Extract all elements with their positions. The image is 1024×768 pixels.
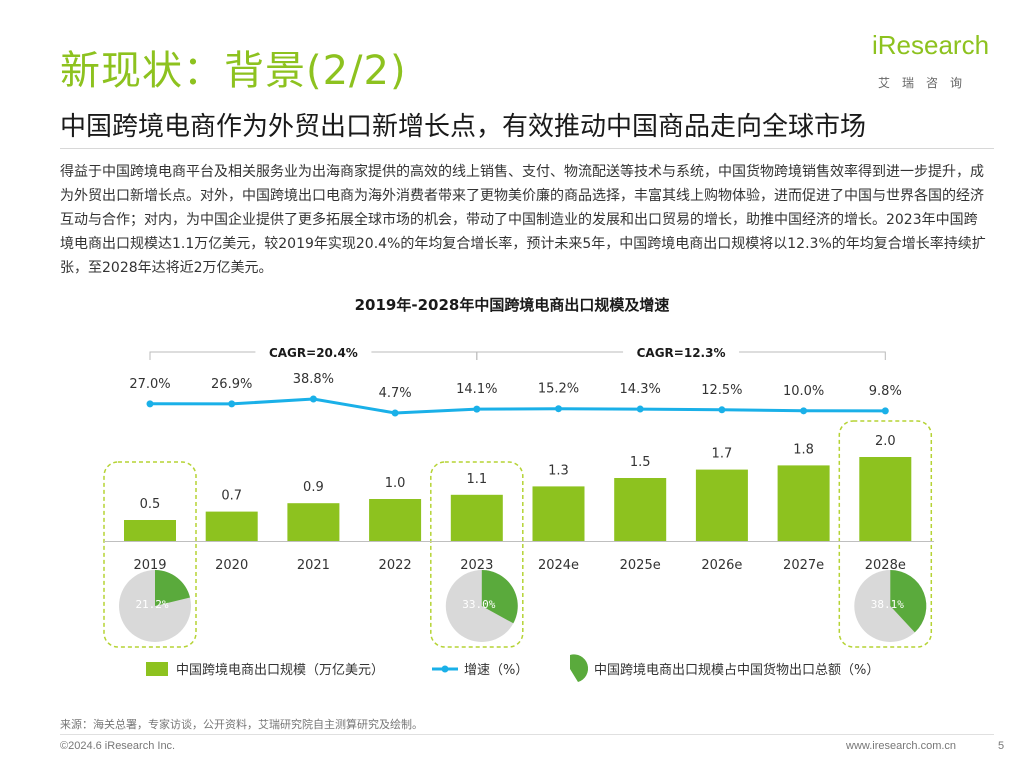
pie-label-2023: 33.0%	[462, 598, 495, 611]
category-label-2025e: 2025e	[620, 558, 661, 573]
growth-label-2028e: 9.8%	[869, 384, 902, 399]
chart-title: 2019年-2028年中国跨境电商出口规模及增速	[355, 296, 670, 314]
growth-label-2019: 27.0%	[129, 377, 170, 392]
bar-label-2019: 0.5	[140, 497, 161, 512]
legend-bar-swatch	[146, 662, 168, 676]
source-note: 来源：海关总署，专家访谈，公开资料，艾瑞研究院自主测算研究及绘制。	[60, 718, 423, 731]
growth-point-2027e	[800, 407, 808, 415]
bar-2025e	[614, 478, 667, 541]
cagr-label-bg-2	[623, 342, 740, 362]
bar-label-2020: 0.7	[221, 489, 242, 504]
header-divider	[60, 148, 994, 149]
growth-point-2025e	[636, 405, 644, 413]
pie-label-2019: 21.2%	[135, 598, 168, 611]
growth-point-2019	[146, 400, 154, 408]
cagr-label-bg-1	[255, 342, 372, 362]
category-label-2020: 2020	[215, 558, 248, 573]
pie-slice-2019	[155, 570, 190, 606]
bar-2028e	[859, 457, 912, 541]
logo-wordmark: iResearch	[872, 30, 990, 60]
bar-label-2021: 0.9	[303, 480, 324, 495]
growth-point-2023	[473, 405, 481, 413]
page-number: 5	[998, 740, 1005, 752]
page-subtitle: 中国跨境电商作为外贸出口新增长点，有效推动中国商品走向全球市场	[60, 112, 867, 142]
growth-point-2022	[391, 409, 399, 417]
growth-point-2024e	[555, 405, 562, 413]
bar-label-2027e: 1.8	[793, 442, 814, 457]
growth-label-2023: 14.1%	[456, 382, 497, 397]
growth-line	[149, 397, 886, 415]
pie-slice-2023	[481, 570, 518, 624]
category-label-2021: 2021	[297, 558, 330, 573]
website-url: www.iresearch.com.cn	[846, 740, 957, 752]
category-label-2022: 2022	[379, 558, 412, 573]
growth-label-2025e: 14.3%	[620, 382, 661, 397]
bar-2019	[124, 520, 176, 541]
legend-pie-swatch	[570, 654, 589, 682]
logo-chinese-name: 艾瑞咨询	[878, 76, 975, 90]
bar-2020	[205, 511, 258, 541]
bar-label-2024e: 1.3	[548, 463, 569, 478]
body-paragraph: 得益于中国跨境电商平台及相关服务业为出海商家提供的高效的线上销售、支付、物流配送…	[60, 164, 986, 276]
category-label-2027e: 2027e	[783, 558, 824, 573]
highlight-box-2023	[430, 461, 524, 648]
growth-label-2022: 4.7%	[379, 386, 412, 401]
cagr-label-1: CAGR=20.4%	[269, 346, 358, 360]
bar-2026e	[695, 469, 748, 541]
bar-label-2022: 1.0	[385, 476, 406, 491]
growth-label-2027e: 10.0%	[783, 384, 824, 399]
bar-2023	[450, 494, 503, 541]
growth-label-2026e: 12.5%	[701, 383, 742, 398]
legend-pie-label: 中国跨境电商出口规模占中国货物出口总额（%）	[594, 662, 879, 678]
cagr-label-2: CAGR=12.3%	[637, 346, 726, 360]
growth-label-2024e: 15.2%	[538, 382, 579, 397]
iresearch-logo: iResearch 艾瑞咨询	[872, 30, 992, 92]
category-label-2026e: 2026e	[701, 558, 742, 573]
highlight-box-2028e	[838, 420, 933, 648]
pie-slice-2028e	[890, 570, 927, 633]
bar-label-2025e: 1.5	[630, 455, 651, 470]
bar-2027e	[777, 465, 830, 541]
page-title: 新现状：背景(2/2)	[60, 48, 407, 94]
growth-label-2021: 38.8%	[293, 372, 334, 387]
legend-line-marker	[441, 665, 449, 673]
bar-label-2028e: 2.0	[875, 434, 896, 449]
growth-point-2028e	[881, 407, 889, 415]
legend-bar-label: 中国跨境电商出口规模（万亿美元）	[176, 663, 384, 678]
growth-label-2020: 26.9%	[211, 377, 252, 392]
bar-2022	[369, 499, 422, 541]
legend-line-label: 增速（%）	[464, 663, 528, 678]
bar-label-2023: 1.1	[466, 472, 487, 487]
category-label-2028e: 2028e	[865, 558, 906, 573]
bar-2024e	[532, 486, 585, 541]
footer-divider	[60, 734, 994, 735]
copyright: ©2024.6 iResearch Inc.	[60, 740, 176, 752]
growth-point-2020	[228, 400, 236, 408]
growth-point-2026e	[718, 406, 726, 414]
category-label-2023: 2023	[460, 558, 493, 573]
growth-point-2021	[309, 395, 317, 403]
bar-label-2026e: 1.7	[712, 447, 733, 462]
highlight-box-2019	[103, 461, 197, 648]
category-label-2019: 2019	[133, 558, 166, 573]
bar-2021	[287, 503, 340, 541]
category-label-2024e: 2024e	[538, 558, 579, 573]
pie-label-2028e: 38.1%	[871, 598, 904, 611]
